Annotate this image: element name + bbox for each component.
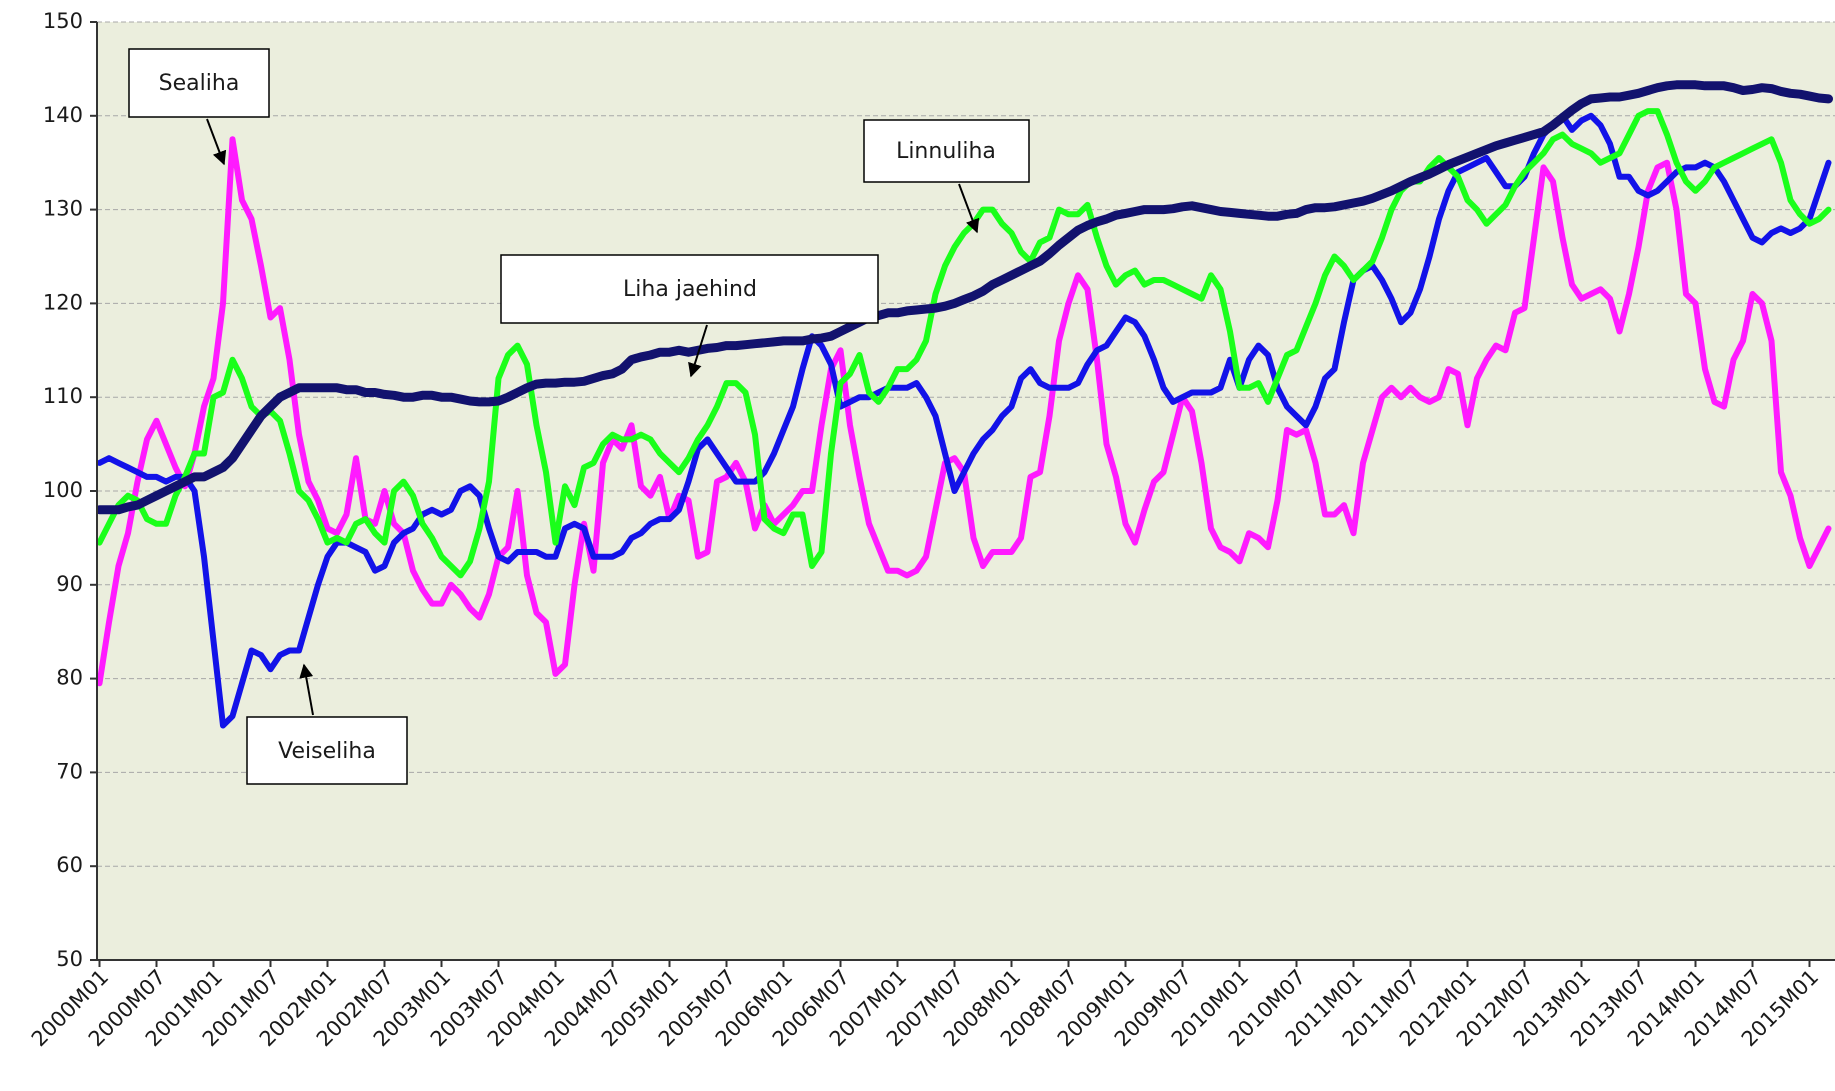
y-tick-label: 140 xyxy=(43,103,83,127)
arrow xyxy=(688,324,708,378)
series-line xyxy=(97,108,1832,579)
y-tick-label: 80 xyxy=(56,666,83,690)
annotation-text: Liha jaehind xyxy=(623,277,757,302)
annotation-box xyxy=(246,716,408,785)
y-tick-label: 110 xyxy=(43,384,83,408)
annotation-text: Sealiha xyxy=(159,71,240,96)
series-line xyxy=(97,112,1832,729)
y-tick-label: 130 xyxy=(43,197,83,221)
annotation-box xyxy=(863,119,1030,183)
y-tick-label: 150 xyxy=(43,9,83,33)
annotation-box xyxy=(500,254,879,324)
arrow xyxy=(299,663,314,716)
y-tick-label: 100 xyxy=(43,478,83,502)
lines xyxy=(97,80,1833,729)
y-tick-label: 70 xyxy=(56,759,83,783)
annotation-box xyxy=(128,48,270,118)
annotation-text: Veiseliha xyxy=(278,739,376,764)
annotation: Liha jaehind xyxy=(500,254,879,378)
y-tick-label: 120 xyxy=(43,290,83,314)
annotation: Sealiha xyxy=(128,48,270,166)
annotation-text: Linnuliha xyxy=(896,139,996,164)
arrow xyxy=(958,183,980,234)
y-tick-label: 90 xyxy=(56,572,83,596)
annotation: Linnuliha xyxy=(863,119,1030,234)
annotation: Veiseliha xyxy=(246,663,408,785)
series-line xyxy=(97,80,1833,515)
arrow xyxy=(206,118,227,166)
y-tick-label: 50 xyxy=(56,947,83,971)
y-tick-label: 60 xyxy=(56,853,83,877)
